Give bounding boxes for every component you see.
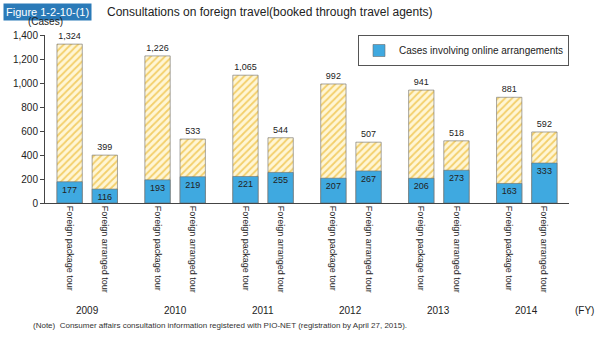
svg-text:219: 219 [185,180,200,190]
svg-text:163: 163 [502,186,517,196]
svg-text:221: 221 [238,179,253,189]
svg-text:273: 273 [449,173,464,183]
svg-text:Foreign arranged tour: Foreign arranged tour [539,206,549,293]
svg-text:533: 533 [185,126,200,136]
svg-text:206: 206 [414,181,429,191]
svg-text:177: 177 [62,185,77,195]
svg-text:Foreign package tour: Foreign package tour [241,206,251,291]
svg-text:1,324: 1,324 [58,31,81,41]
svg-text:Figure 1-2-10-(1): Figure 1-2-10-(1) [6,6,89,18]
svg-text:Foreign arranged tour: Foreign arranged tour [452,206,462,293]
svg-text:Foreign package tour: Foreign package tour [416,206,426,291]
svg-text:592: 592 [537,119,552,129]
svg-text:1,065: 1,065 [234,62,257,72]
svg-text:2013: 2013 [427,305,450,316]
svg-text:193: 193 [150,183,165,193]
svg-text:544: 544 [273,125,288,135]
svg-text:507: 507 [361,129,376,139]
svg-text:941: 941 [414,77,429,87]
svg-text:1,400: 1,400 [13,30,38,41]
svg-text:Foreign arranged tour: Foreign arranged tour [364,206,374,293]
svg-text:Foreign arranged tour: Foreign arranged tour [100,206,110,293]
svg-text:Foreign arranged tour: Foreign arranged tour [188,206,198,293]
svg-text:600: 600 [21,126,38,137]
svg-text:800: 800 [21,102,38,113]
svg-text:333: 333 [537,166,552,176]
svg-text:Cases involving online arrange: Cases involving online arrangements [399,45,563,56]
svg-text:207: 207 [326,181,341,191]
svg-text:518: 518 [449,128,464,138]
svg-text:255: 255 [273,175,288,185]
svg-text:Foreign arranged tour: Foreign arranged tour [276,206,286,293]
svg-text:2010: 2010 [164,305,187,316]
svg-text:400: 400 [21,150,38,161]
svg-text:399: 399 [97,142,112,152]
svg-text:2014: 2014 [515,305,538,316]
svg-text:1,226: 1,226 [146,43,169,53]
svg-text:2012: 2012 [339,305,362,316]
svg-text:116: 116 [98,192,112,202]
svg-text:(Note) Consumer affairs consu: (Note) Consumer affairs consultation inf… [33,321,407,330]
svg-text:881: 881 [502,84,517,94]
svg-text:(Cases): (Cases) [28,16,63,27]
svg-text:Foreign package tour: Foreign package tour [153,206,163,291]
svg-text:992: 992 [326,71,341,81]
svg-text:267: 267 [361,174,376,184]
svg-text:Foreign package tour: Foreign package tour [328,206,338,291]
svg-text:200: 200 [21,174,38,185]
svg-text:1,200: 1,200 [13,54,38,65]
svg-text:Foreign package tour: Foreign package tour [65,206,75,291]
svg-text:2011: 2011 [252,305,274,316]
svg-text:(FY): (FY) [575,305,594,316]
svg-text:Consultations on foreign trave: Consultations on foreign travel(booked t… [107,5,433,19]
svg-text:0: 0 [32,198,38,209]
svg-text:2009: 2009 [76,305,99,316]
svg-text:Foreign package tour: Foreign package tour [504,206,514,291]
svg-text:1,000: 1,000 [13,78,38,89]
